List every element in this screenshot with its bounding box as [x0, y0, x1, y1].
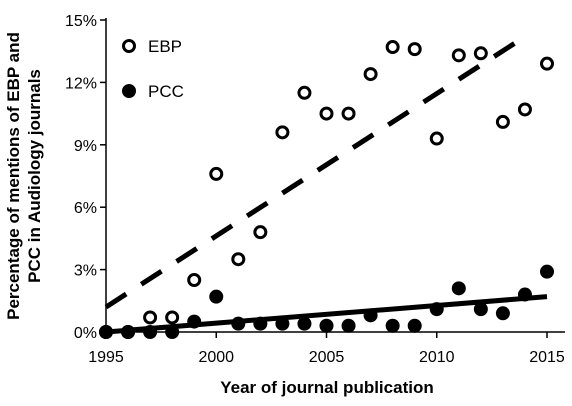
- data-point-ebp: [275, 125, 290, 140]
- trendline-pcc: [105, 294, 548, 335]
- data-point-ebp: [407, 42, 422, 57]
- y-tick-label: 6%: [74, 200, 97, 217]
- data-point-pcc: [451, 281, 466, 296]
- data-point-pcc: [187, 314, 202, 329]
- legend-label-ebp: EBP: [148, 37, 182, 56]
- y-tick-label: 12%: [65, 75, 97, 92]
- data-point-ebp: [540, 56, 554, 71]
- legend-marker-pcc: [122, 84, 136, 98]
- data-point-ebp: [165, 310, 180, 325]
- data-point-pcc: [143, 325, 158, 339]
- data-point-ebp: [517, 102, 532, 117]
- data-point-pcc: [165, 325, 180, 339]
- y-axis-title-line-1: Percentage of mentions of EBP and: [4, 32, 23, 320]
- data-point-pcc: [99, 325, 113, 339]
- y-tick-label: 15%: [65, 13, 97, 30]
- axes: [105, 18, 565, 333]
- data-point-pcc: [517, 287, 532, 302]
- y-tick-label: 9%: [74, 138, 97, 155]
- data-point-ebp: [451, 48, 466, 63]
- data-point-pcc: [209, 289, 224, 304]
- data-point-ebp: [297, 85, 312, 100]
- data-point-pcc: [540, 264, 554, 279]
- x-axis-title: Year of journal publication: [220, 378, 433, 397]
- data-point-ebp: [231, 252, 246, 267]
- data-point-ebp: [319, 106, 334, 121]
- trendline-ebp: [104, 34, 527, 310]
- x-tick-label: 2010: [419, 349, 455, 366]
- data-point-pcc: [495, 306, 510, 321]
- data-point-ebp: [187, 273, 202, 287]
- data-point-ebp: [473, 46, 488, 61]
- x-tick-label: 1995: [88, 349, 124, 366]
- y-axis-title: Percentage of mentions of EBP and PCC in…: [4, 32, 44, 320]
- x-tick-label: 2000: [198, 349, 234, 366]
- data-point-ebp: [429, 131, 444, 146]
- data-point-pcc: [363, 308, 378, 323]
- data-point-ebp: [253, 225, 268, 240]
- data-point-ebp: [363, 67, 378, 82]
- data-point-pcc: [253, 316, 268, 331]
- data-point-pcc: [429, 302, 444, 317]
- legend-label-pcc: PCC: [148, 82, 184, 101]
- legend: EBP PCC: [122, 37, 184, 101]
- data-point-ebp: [143, 310, 158, 325]
- data-point-ebp: [341, 106, 356, 121]
- data-point-pcc: [231, 316, 246, 331]
- data-point-pcc: [121, 325, 136, 339]
- y-tick-label: 3%: [74, 263, 97, 280]
- data-point-pcc: [275, 316, 290, 331]
- data-point-pcc: [319, 318, 334, 333]
- y-axis-title-line-2: PCC in Audiology journals: [25, 69, 44, 283]
- data-point-pcc: [407, 318, 422, 333]
- x-tick-label: 2005: [309, 349, 345, 366]
- data-point-ebp: [385, 40, 400, 55]
- data-point-ebp: [495, 114, 510, 129]
- x-tick-label: 2015: [529, 349, 565, 366]
- data-point-pcc: [341, 318, 356, 333]
- data-point-pcc: [385, 318, 400, 333]
- data-point-pcc: [473, 302, 488, 317]
- data-point-pcc: [297, 316, 312, 331]
- legend-marker-ebp: [122, 39, 136, 53]
- y-tick-label: 0%: [74, 325, 97, 342]
- data-point-ebp: [209, 166, 224, 181]
